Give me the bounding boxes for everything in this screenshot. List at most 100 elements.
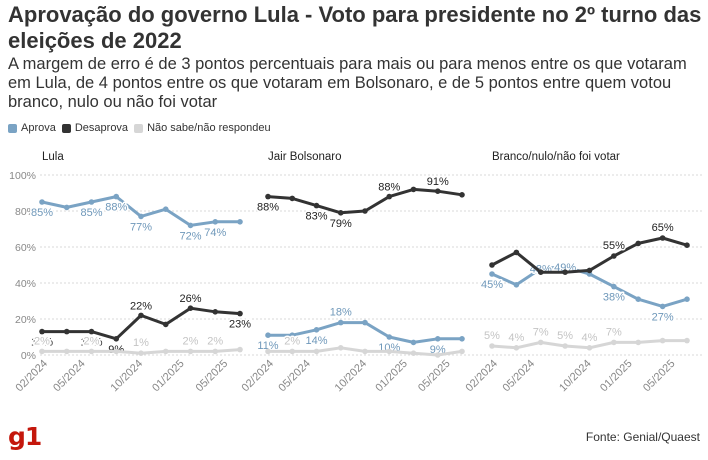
data-label-desaprova: 65% (652, 222, 674, 234)
data-point-nao-sabe (88, 348, 95, 355)
legend-item-aprova: Aprova (8, 122, 56, 134)
data-point-aprova (337, 319, 344, 326)
data-label-aprova: 45% (481, 279, 503, 291)
y-tick-label: 0% (21, 350, 36, 362)
data-point-desaprova (237, 310, 243, 317)
legend-label-desaprova: Desaprova (74, 122, 129, 134)
data-label-nao-sabe: 4% (582, 332, 598, 344)
data-label-desaprova: 26% (179, 293, 201, 305)
data-label-nao-sabe: 4% (508, 332, 524, 344)
panel-title: Jair Bolsonaro (268, 151, 342, 163)
data-label-desaprova: 88% (378, 182, 400, 194)
x-tick-label: 02/2024 (240, 358, 277, 395)
data-point-nao-sabe (39, 348, 45, 355)
y-tick-label: 60% (15, 242, 36, 254)
data-point-nao-sabe (113, 348, 120, 355)
panel-title: Lula (42, 151, 64, 163)
data-label-nao-sabe: 2% (34, 335, 50, 347)
data-label-aprova: 27% (652, 311, 674, 323)
x-tick-label: 01/2025 (373, 358, 410, 395)
data-point-aprova (162, 206, 169, 212)
data-point-desaprova (313, 202, 320, 209)
data-point-nao-sabe (434, 352, 441, 358)
y-tick-label: 80% (15, 206, 36, 218)
data-label-desaprova: 79% (330, 218, 352, 230)
data-label-nao-sabe: 2% (207, 335, 223, 347)
data-point-desaprova (659, 235, 666, 241)
data-label-desaprova: 88% (257, 202, 279, 214)
data-point-nao-sabe (659, 337, 666, 344)
data-point-nao-sabe (362, 348, 368, 355)
data-point-aprova (289, 332, 296, 338)
data-point-nao-sabe (162, 348, 169, 355)
data-point-desaprova (459, 192, 465, 198)
data-point-nao-sabe (313, 348, 320, 355)
data-point-desaprova (635, 240, 642, 247)
x-tick-label: 05/2024 (501, 358, 538, 395)
data-label-desaprova: 13% (80, 337, 102, 349)
x-tick-label: 10/2024 (333, 358, 370, 395)
data-point-aprova (659, 303, 666, 310)
data-label-aprova: 77% (130, 221, 152, 233)
legend-item-desaprova: Desaprova (61, 122, 129, 134)
x-tick-label: 05/2024 (51, 358, 88, 395)
data-point-desaprova (537, 269, 544, 275)
data-label-nao-sabe: 2% (183, 335, 199, 347)
data-point-nao-sabe (684, 337, 690, 344)
data-point-nao-sabe (537, 339, 544, 346)
data-point-nao-sabe (386, 348, 393, 355)
chart-title: Aprovação do governo Lula - Voto para pr… (8, 2, 702, 53)
y-tick-label: 20% (15, 314, 36, 326)
data-point-nao-sabe (212, 348, 219, 355)
data-point-nao-sabe (489, 343, 495, 349)
data-point-nao-sabe (265, 348, 271, 355)
data-point-aprova (489, 271, 495, 277)
y-tick-label: 100% (9, 170, 36, 182)
legend-swatch-aprova (8, 123, 17, 133)
chart-subtitle: A margem de erro é de 3 pontos percentua… (8, 55, 687, 111)
data-point-desaprova (513, 249, 520, 256)
data-point-aprova (138, 213, 144, 220)
data-point-nao-sabe (138, 350, 144, 356)
data-label-nao-sabe: 7% (533, 326, 549, 338)
g1-logo: g1 (8, 422, 42, 451)
data-point-aprova (410, 339, 417, 346)
data-label-aprova: 85% (31, 207, 53, 219)
x-tick-label: 05/2024 (276, 358, 313, 395)
data-point-nao-sabe (586, 345, 593, 351)
data-point-nao-sabe (410, 350, 417, 356)
data-point-desaprova (212, 309, 219, 315)
legend-label-nao-sabe: Não sabe/não respondeu (147, 122, 271, 134)
data-point-aprova (684, 296, 690, 302)
data-point-nao-sabe (187, 348, 194, 355)
data-point-desaprova (187, 305, 194, 311)
data-point-desaprova (337, 210, 344, 216)
x-tick-label: 02/2024 (464, 358, 501, 395)
x-tick-label: 01/2025 (150, 358, 187, 395)
data-point-aprova (265, 332, 271, 338)
legend-label-aprova: Aprova (21, 122, 56, 134)
data-label-nao-sabe: 2% (84, 335, 100, 347)
data-label-nao-sabe: 5% (484, 330, 500, 342)
x-tick-label: 10/2024 (557, 358, 594, 395)
x-tick-label: 01/2025 (598, 358, 635, 395)
data-point-aprova (237, 219, 243, 225)
data-point-desaprova (138, 312, 144, 319)
data-label-nao-sabe: 2% (284, 335, 300, 347)
data-point-nao-sabe (513, 345, 520, 351)
data-point-aprova (611, 283, 617, 290)
data-point-desaprova (39, 328, 45, 335)
data-label-aprova: 72% (179, 230, 201, 242)
data-label-desaprova: 22% (130, 300, 152, 312)
data-point-desaprova (386, 193, 393, 200)
data-label-desaprova: 55% (603, 240, 625, 252)
data-point-aprova (386, 334, 393, 340)
data-point-aprova (113, 193, 120, 200)
data-point-aprova (63, 204, 70, 211)
data-label-aprova: 14% (305, 335, 327, 347)
x-tick-label: 10/2024 (109, 358, 146, 395)
data-point-aprova (562, 264, 568, 270)
data-point-nao-sabe (562, 343, 568, 349)
data-point-desaprova (586, 267, 593, 274)
